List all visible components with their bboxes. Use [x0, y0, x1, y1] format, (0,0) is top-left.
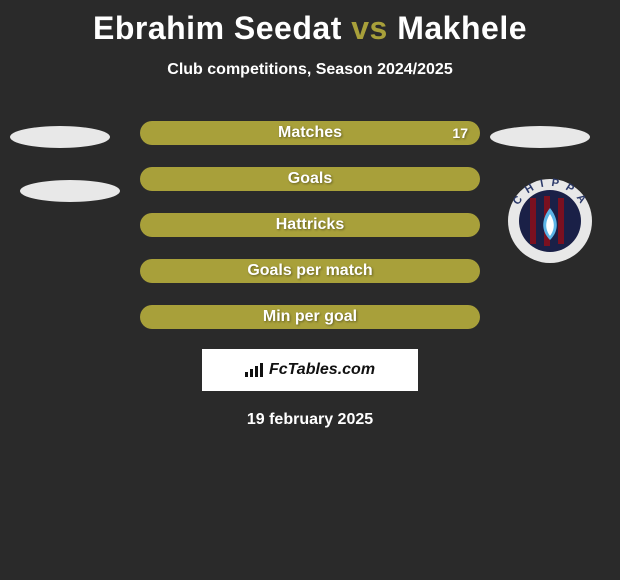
player2-name: Makhele [397, 10, 527, 46]
vs-text: vs [351, 10, 388, 46]
subtitle: Club competitions, Season 2024/2025 [0, 61, 620, 79]
stat-label: Matches [278, 124, 342, 142]
placeholder-oval [10, 126, 110, 148]
brand-box[interactable]: FcTables.com [202, 349, 418, 391]
snapshot-date: 19 february 2025 [0, 411, 620, 429]
brand-text: FcTables.com [269, 361, 375, 379]
player1-name: Ebrahim Seedat [93, 10, 342, 46]
club-badge: C H I P P A [500, 178, 600, 264]
stat-row-goals: Goals [140, 167, 480, 191]
stat-label: Goals per match [247, 262, 372, 280]
bar-chart-icon [245, 363, 263, 377]
comparison-title: Ebrahim Seedat vs Makhele [0, 0, 620, 47]
stat-row-hattricks: Hattricks [140, 213, 480, 237]
stat-label: Min per goal [263, 308, 357, 326]
placeholder-oval [490, 126, 590, 148]
stat-row-goals-per-match: Goals per match [140, 259, 480, 283]
stat-row-matches: Matches 17 [140, 121, 480, 145]
stat-label: Goals [288, 170, 332, 188]
stat-label: Hattricks [276, 216, 344, 234]
stat-right-value: 17 [452, 125, 468, 141]
stat-row-min-per-goal: Min per goal [140, 305, 480, 329]
placeholder-oval [20, 180, 120, 202]
